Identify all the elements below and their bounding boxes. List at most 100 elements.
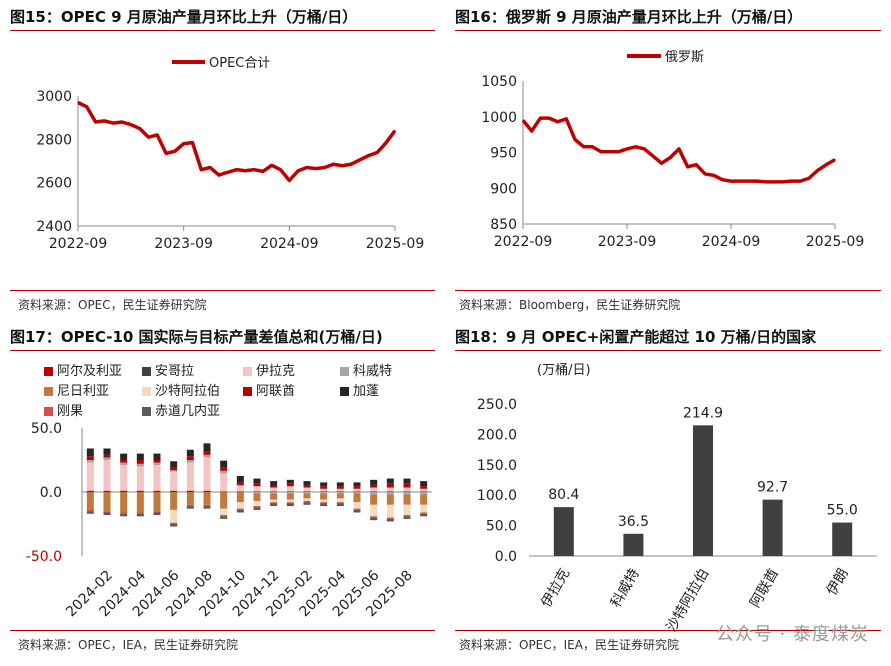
data-point (721, 179, 723, 181)
bar-segment (220, 470, 228, 474)
data-point (156, 134, 158, 136)
bar-segment (270, 502, 278, 504)
bar-segment (253, 493, 261, 501)
bar-segment (286, 503, 294, 507)
bar-segment (170, 470, 178, 472)
data-point (200, 169, 202, 171)
bar-segment (186, 490, 194, 492)
data-point (522, 119, 524, 121)
y-tick-label: -50.0 (26, 549, 62, 565)
y-tick-label: 900 (490, 181, 517, 197)
data-point (817, 169, 819, 171)
bar-segment (220, 467, 228, 471)
bar-segment (386, 504, 394, 518)
legend-label: 赤道几内亚 (155, 404, 221, 419)
bar-segment (286, 483, 294, 487)
data-point (227, 171, 229, 173)
y-tick-label: 1050 (481, 74, 517, 90)
chart-legend: 阿尔及利亚 安哥拉 伊拉克 科威特 尼日利亚 沙特阿拉伯 阿联酋 加蓬 刚果 赤道几内亚 (0, 360, 445, 420)
chart-opec10-gap: 50.00.0-50.02024-022024-042024-062024-08… (26, 421, 432, 620)
plot-area: 50.00.0-50.02024-022024-042024-062024-08… (26, 421, 432, 620)
bar-segment (403, 504, 411, 516)
data-point (747, 180, 749, 182)
y-tick-label: 50.0 (486, 519, 517, 535)
legend-label: 科威特 (353, 364, 393, 379)
bar-segment (203, 457, 211, 491)
bar-segment (303, 493, 311, 499)
data-point (332, 163, 334, 165)
y-tick-label: 850 (490, 217, 517, 233)
bar-segment (253, 507, 261, 510)
data-point (130, 124, 132, 126)
bar-segment (253, 483, 261, 487)
data-point (609, 151, 611, 153)
chart-title: 图18：9 月 OPEC+闲置产能超过 10 万桶/日的国家 (455, 328, 817, 346)
bar-segment (120, 513, 128, 517)
data-point (617, 151, 619, 153)
chart-title: 图15：OPEC 9 月原油产量月环比上升（万桶/日） (10, 8, 358, 26)
bar-segment (186, 506, 194, 509)
bar-segment (136, 466, 144, 491)
chart-russia-production: 俄罗斯 850 900 950 1000 1050 2022-09 2023-09 2024-… (481, 50, 864, 250)
data-point (548, 117, 550, 119)
bar-segment (420, 491, 428, 492)
bar-segment (136, 463, 144, 467)
bar-segment (353, 509, 361, 513)
bar-segment (103, 511, 111, 513)
data-point (95, 121, 97, 123)
data-point (341, 165, 343, 167)
data-point (288, 179, 290, 182)
data-point (350, 163, 352, 165)
bar-segment (386, 517, 394, 519)
bar-segment (253, 492, 261, 494)
bar-segment (420, 492, 428, 495)
bar-segment (103, 492, 111, 512)
panel-opec-production: 图15：OPEC 9 月原油产量月环比上升（万桶/日） OPEC合计 2400 2… (0, 0, 445, 320)
bar-segment (153, 512, 161, 516)
data-point (583, 146, 585, 148)
bar-segment (370, 479, 378, 485)
plot-area: 0.0 50.0 100.0 150.0 200.0 250.0 80.4 伊拉克 36.5 科威… (477, 397, 877, 634)
data-point (86, 106, 88, 108)
bar-segment (120, 460, 128, 463)
bar-segment (236, 508, 244, 510)
bar-segment (220, 491, 228, 492)
bar-segment (386, 487, 394, 492)
bar-segment (336, 503, 344, 507)
bar-segment (203, 451, 211, 455)
data-point (661, 162, 663, 164)
bar-segment (220, 515, 228, 517)
legend-swatch (243, 367, 252, 376)
bar-segment (186, 456, 194, 460)
legend-swatch (44, 407, 53, 416)
bar-segment (153, 490, 161, 492)
bar-segment (170, 524, 178, 527)
bar-segment (353, 493, 361, 503)
data-point (315, 167, 317, 170)
data-point (574, 139, 576, 141)
data-point (695, 164, 697, 166)
bar-segment (153, 465, 161, 491)
legend-item: 阿尔及利亚 (44, 360, 122, 379)
data-point (808, 177, 810, 179)
x-tick-label: 伊拉克 (538, 566, 573, 610)
title-divider (10, 30, 435, 31)
bar-segment (353, 502, 361, 509)
bar-segment (253, 500, 261, 507)
y-tick-label: 0.0 (40, 485, 62, 501)
bar-segment (370, 494, 378, 505)
data-label: 92.7 (757, 480, 788, 496)
legend-label: 安哥拉 (155, 364, 195, 379)
bar-segment (336, 498, 344, 503)
bar-segment (320, 499, 328, 503)
legend-item: 科威特 (340, 360, 392, 379)
plot-area: 2400 2600 2800 3000 2022-09 2023-09 2024-09 202… (36, 89, 424, 252)
bar-segment (203, 506, 211, 509)
legend-label: 俄罗斯 (665, 50, 704, 65)
data-point (394, 130, 396, 132)
data-point (253, 169, 255, 171)
data-point (191, 141, 194, 144)
bar-segment (103, 490, 111, 492)
legend-item: 赤道几内亚 (142, 400, 220, 419)
legend-swatch (142, 387, 151, 396)
